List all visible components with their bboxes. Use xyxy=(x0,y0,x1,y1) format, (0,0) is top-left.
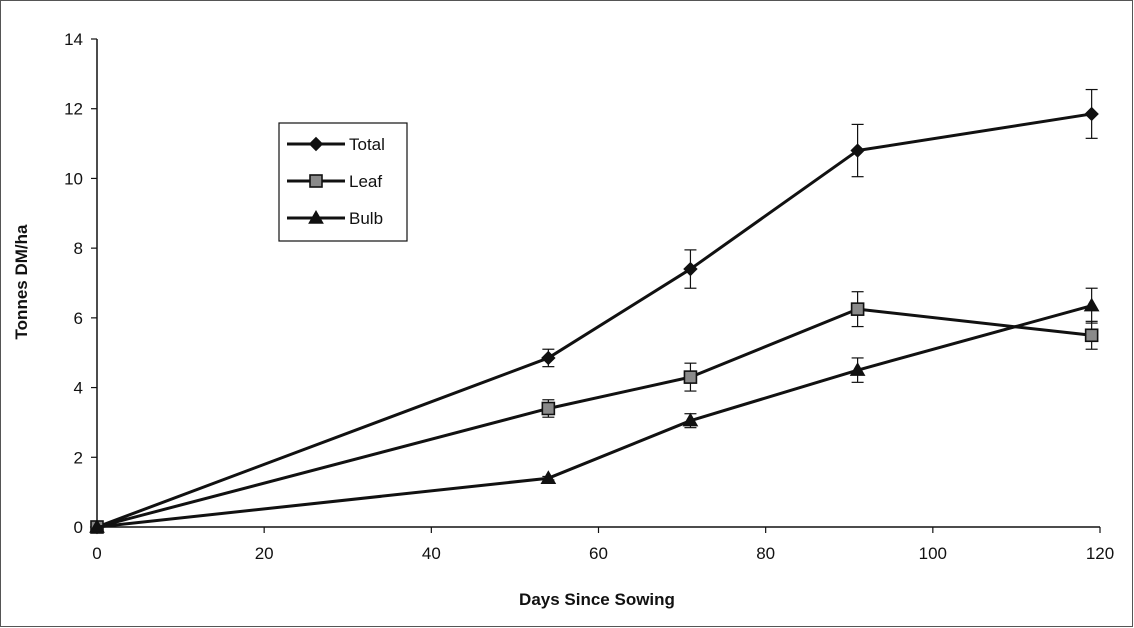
legend-label-leaf: Leaf xyxy=(349,172,382,191)
data-point-total xyxy=(1084,106,1099,122)
data-point-bulb xyxy=(89,518,105,533)
data-point-leaf xyxy=(541,401,556,416)
x-tick-label: 20 xyxy=(255,544,274,563)
series-line-leaf xyxy=(96,307,1092,529)
series-line-total xyxy=(96,112,1092,529)
legend-label-total: Total xyxy=(349,135,385,154)
data-point-bulb xyxy=(682,412,699,427)
legend-marker-leaf xyxy=(309,174,323,188)
data-point-bulb xyxy=(540,470,557,484)
legend-marker-bulb xyxy=(308,209,324,224)
y-tick-label: 8 xyxy=(74,239,83,258)
series-line-bulb xyxy=(96,304,1093,529)
legend-marker-total xyxy=(308,136,324,152)
y-tick-label: 0 xyxy=(74,518,83,537)
y-tick-label: 10 xyxy=(64,169,83,188)
data-point-leaf xyxy=(1084,328,1099,343)
data-point-total xyxy=(541,350,556,366)
series-leaf xyxy=(90,291,1099,534)
x-tick-label: 0 xyxy=(92,544,101,563)
legend: Total Leaf Bulb xyxy=(278,122,408,242)
y-tick-label: 6 xyxy=(74,309,83,328)
x-tick-label: 60 xyxy=(589,544,608,563)
data-point-leaf xyxy=(683,370,698,384)
data-point-bulb xyxy=(1083,297,1100,312)
data-point-bulb xyxy=(849,362,866,376)
x-tick-label: 120 xyxy=(1086,544,1114,563)
y-tick-label: 4 xyxy=(74,379,83,398)
y-tick-label: 2 xyxy=(74,448,83,467)
series-bulb xyxy=(89,287,1100,533)
x-tick-label: 40 xyxy=(422,544,441,563)
series-total xyxy=(89,88,1099,535)
x-tick-label: 100 xyxy=(919,544,947,563)
y-axis-title: Tonnes DM/ha xyxy=(12,224,31,339)
y-tick-label: 14 xyxy=(64,30,83,49)
data-point-total xyxy=(850,143,865,158)
y-tick-label: 12 xyxy=(64,100,83,119)
data-point-total xyxy=(683,261,698,277)
series-layer xyxy=(89,88,1100,535)
legend-label-bulb: Bulb xyxy=(349,209,383,228)
x-axis-title: Days Since Sowing xyxy=(519,590,675,609)
x-tick-label: 80 xyxy=(756,544,775,563)
data-point-leaf xyxy=(850,302,865,316)
axes: 0 2 4 6 8 10 12 14 0 20 40 60 80 100 120 xyxy=(64,30,1114,563)
